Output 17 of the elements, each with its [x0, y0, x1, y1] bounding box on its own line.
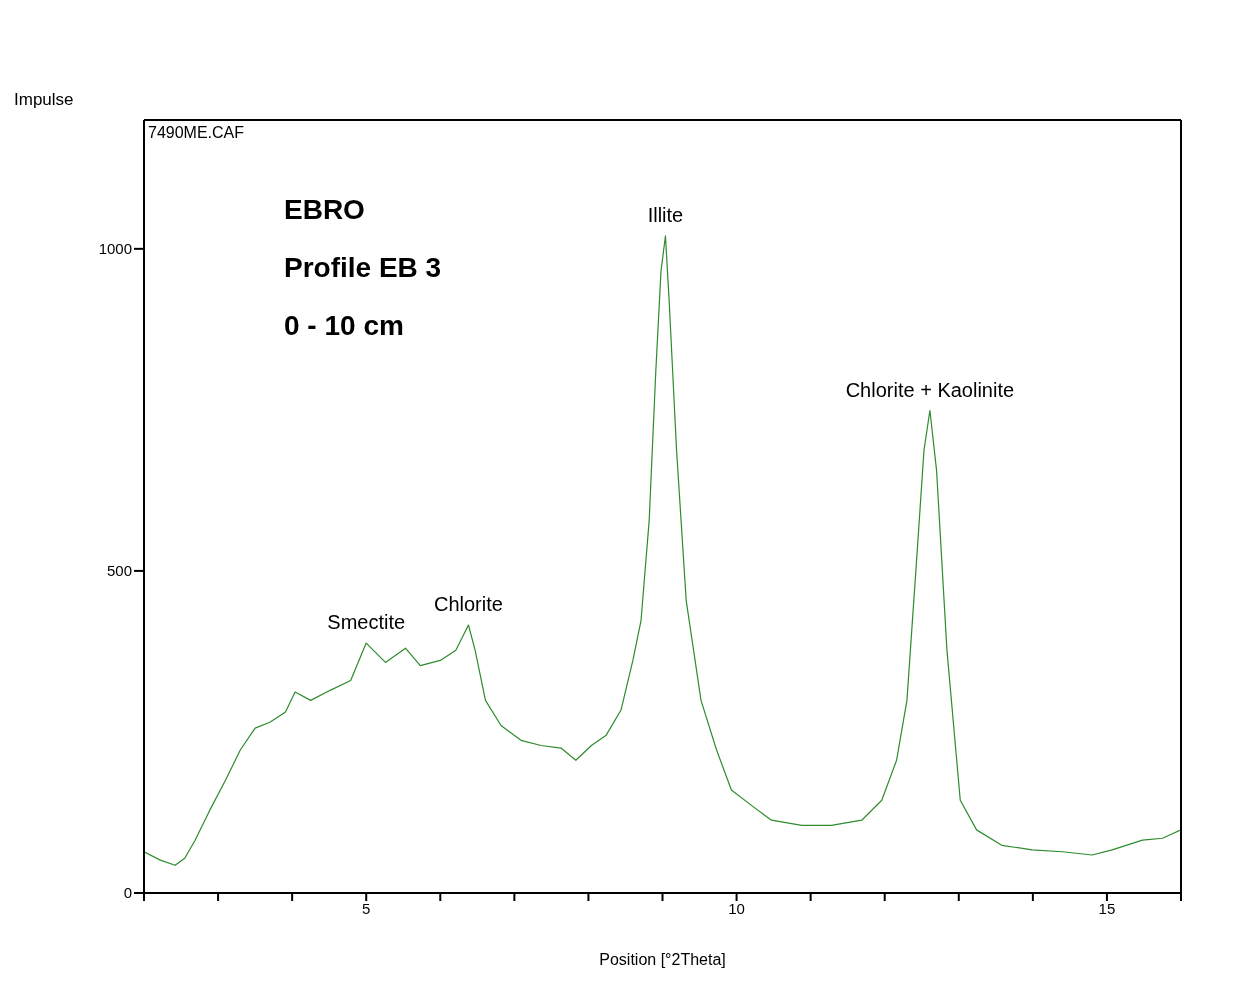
annotation: Chlorite [433, 593, 503, 616]
y-axis-title: Impulse [14, 90, 74, 110]
annotation: Profile EB 3 [284, 252, 442, 284]
annotation: 0 - 10 cm [284, 310, 404, 342]
annotation: 7490ME.CAF [148, 124, 245, 142]
x-tick-label: 10 [728, 899, 745, 917]
y-tick-label: 0 [123, 884, 132, 902]
x-tick-label: 5 [362, 899, 371, 917]
annotation: Illite [647, 203, 684, 226]
x-axis-title: Position [°2Theta] [599, 951, 726, 968]
line-series [144, 235, 1181, 866]
x-tick-label: 15 [1098, 899, 1116, 917]
annotation: EBRO [284, 194, 365, 226]
annotation: Smectite [327, 611, 406, 634]
y-tick-label: 500 [106, 562, 132, 580]
y-tick-label: 1000 [98, 240, 132, 258]
annotation: Chlorite + Kaolinite [845, 378, 1015, 401]
